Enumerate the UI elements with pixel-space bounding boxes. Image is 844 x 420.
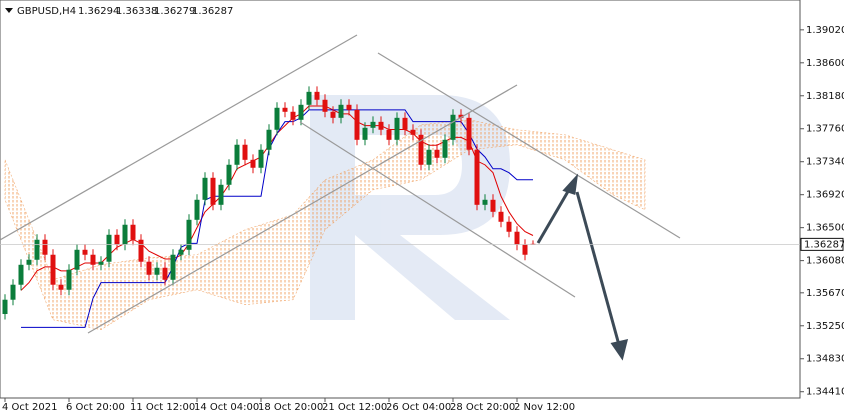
- candle-body: [170, 254, 176, 280]
- candle-body: [130, 224, 136, 240]
- header-open: 1.36294: [78, 6, 119, 17]
- header-high: 1.36338: [116, 6, 157, 17]
- price-tag: [800, 237, 844, 251]
- candle-body: [242, 144, 248, 160]
- candle-body: [218, 184, 224, 205]
- candle-body: [258, 149, 264, 168]
- candle-body: [82, 249, 88, 255]
- candle-body: [394, 117, 400, 140]
- candle-body: [234, 144, 240, 165]
- candle-body: [274, 107, 280, 130]
- price-label: 1.36287: [804, 239, 844, 250]
- header: GBPUSD,H4 1.36294 1.36338 1.36279 1.3628…: [5, 6, 233, 17]
- candle-body: [450, 114, 456, 140]
- y-tick-label: 1.36920: [806, 190, 844, 201]
- y-tick-label: 1.39020: [806, 25, 844, 36]
- candle-body: [338, 104, 344, 118]
- candle-body: [290, 111, 296, 120]
- header-low: 1.36279: [154, 6, 195, 17]
- candle-body: [378, 121, 384, 130]
- x-tick-label: 26 Oct 04:00: [386, 402, 451, 413]
- candle-body: [514, 231, 520, 245]
- x-tick-label: 28 Oct 20:00: [450, 402, 515, 413]
- candle-body: [50, 254, 56, 285]
- x-tick-label: 21 Oct 12:00: [322, 402, 387, 413]
- candle-body: [482, 199, 488, 205]
- candle-body: [498, 211, 504, 222]
- candle-body: [58, 284, 64, 290]
- candle-body: [490, 199, 496, 212]
- candle-body: [402, 117, 408, 130]
- y-tick-label: 1.38180: [806, 91, 844, 102]
- y-tick-label: 1.37340: [806, 157, 844, 168]
- candle-body: [386, 129, 392, 140]
- candle-body: [426, 149, 432, 165]
- candle-body: [410, 129, 416, 135]
- candle-body: [90, 254, 96, 265]
- x-tick-label: 14 Oct 04:00: [194, 402, 259, 413]
- candle-body: [106, 234, 112, 262]
- candle-body: [138, 239, 144, 262]
- candle-body: [362, 127, 368, 140]
- y-tick-label: 1.38600: [806, 58, 844, 69]
- y-tick-label: 1.35250: [806, 321, 844, 332]
- candle-body: [250, 159, 256, 168]
- candle-body: [34, 239, 40, 260]
- candle-body: [298, 104, 304, 120]
- candle-body: [418, 134, 424, 165]
- candle-body: [10, 284, 16, 300]
- candle-body: [354, 109, 360, 140]
- candle-body: [186, 219, 192, 250]
- candle-body: [194, 199, 200, 220]
- y-tick-label: 1.34830: [806, 354, 844, 365]
- y-tick-label: 1.34410: [806, 387, 844, 398]
- x-tick-label: 18 Oct 20:00: [258, 402, 323, 413]
- candle-body: [178, 249, 184, 255]
- candle-body: [42, 239, 48, 255]
- candle-body: [314, 91, 320, 100]
- y-tick-label: 1.37760: [806, 124, 844, 135]
- candle-body: [122, 224, 128, 245]
- y-tick-label: 1.36500: [806, 223, 844, 234]
- candle-body: [98, 261, 104, 265]
- candle-body: [2, 299, 8, 315]
- x-tick-label: 4 Oct 2021: [2, 402, 57, 413]
- y-tick-label: 1.36080: [806, 256, 844, 267]
- candle-body: [282, 107, 288, 112]
- candle-body: [474, 149, 480, 205]
- symbol: GBPUSD,H4: [17, 6, 76, 17]
- header-close: 1.36287: [192, 6, 233, 17]
- candle-body: [266, 129, 272, 150]
- candle-body: [202, 177, 208, 200]
- candle-body: [442, 139, 448, 158]
- candle-body: [370, 121, 376, 128]
- forecast-arrows: [536, 173, 629, 361]
- x-tick-label: 6 Oct 20:00: [66, 402, 125, 413]
- candle-body: [18, 264, 24, 285]
- channel-lines: [0, 34, 681, 334]
- candle-body: [74, 249, 80, 270]
- candle-body: [434, 149, 440, 158]
- candle-body: [346, 104, 352, 110]
- candle-body: [466, 117, 472, 150]
- y-tick-label: 1.35670: [806, 288, 844, 299]
- candle-body: [146, 261, 152, 275]
- candle-body: [458, 114, 464, 118]
- candle-body: [162, 267, 168, 280]
- candle-body: [66, 269, 72, 290]
- candle-body: [154, 267, 160, 275]
- x-tick-label: 2 Nov 12:00: [514, 402, 575, 413]
- x-tick-label: 11 Oct 12:00: [130, 402, 195, 413]
- candle-body: [522, 244, 528, 255]
- candle-body: [210, 177, 216, 205]
- candle-body: [26, 259, 32, 265]
- candle-body: [226, 164, 232, 185]
- candle-body: [322, 99, 328, 112]
- candle-body: [330, 111, 336, 118]
- candle-body: [114, 234, 120, 245]
- candle-body: [306, 91, 312, 105]
- candle-body: [506, 221, 512, 232]
